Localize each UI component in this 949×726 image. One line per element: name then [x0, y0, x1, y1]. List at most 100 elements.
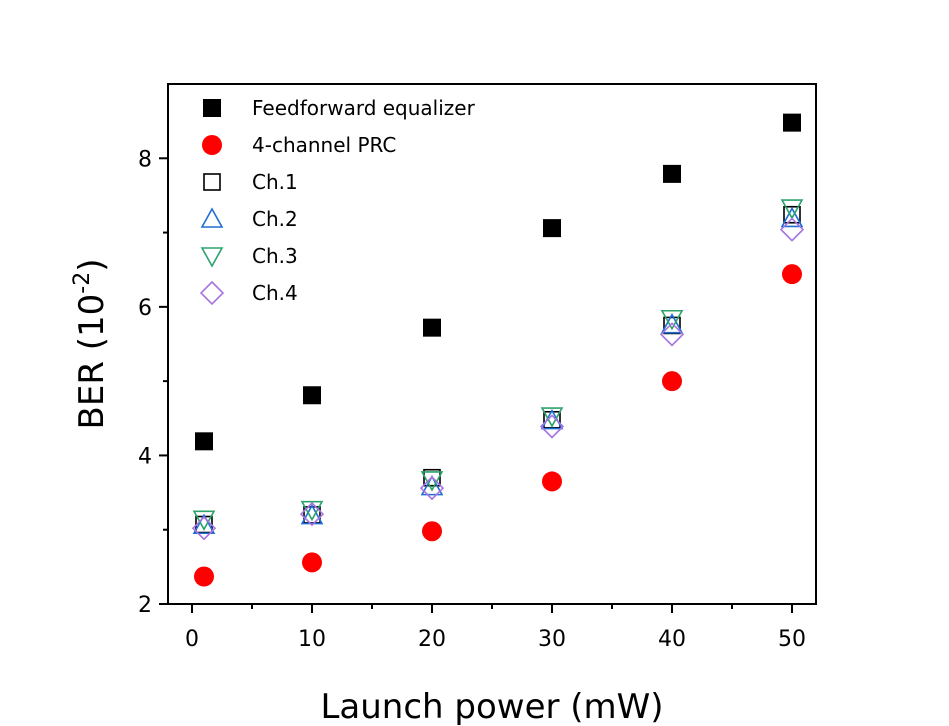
series-2 [194, 264, 802, 587]
point-s4-6 [780, 206, 804, 228]
legend-label-4: Ch.2 [252, 207, 298, 231]
point-s2-5-shape [662, 371, 682, 392]
point-s1-1 [195, 432, 213, 451]
point-s6-4-shape [539, 414, 565, 439]
y-axis-title-base: BER (10 [72, 294, 112, 430]
point-s1-5-shape [663, 164, 681, 183]
point-s2-3-shape [422, 521, 442, 542]
legend-marker-2 [202, 135, 222, 155]
point-s6-1 [191, 516, 217, 541]
point-s5-2 [300, 500, 324, 522]
point-s5-6 [780, 199, 804, 220]
point-s6-5 [659, 322, 685, 347]
point-s4-2-shape [300, 503, 324, 525]
series-6 [191, 217, 805, 541]
point-s2-6-shape [782, 264, 802, 285]
point-s1-5 [663, 164, 681, 183]
y-tick-label-4: 4 [138, 444, 152, 469]
x-tick-label-30: 30 [538, 627, 566, 652]
point-s5-6-shape [780, 199, 804, 220]
point-s4-2 [300, 503, 324, 525]
point-s6-2 [299, 501, 325, 527]
point-s3-6-shape [783, 205, 801, 224]
point-s1-6 [783, 113, 801, 132]
legend-marker-3 [203, 173, 221, 191]
point-s1-6-shape [783, 113, 801, 132]
ticks: 0 10 20 30 40 50 2 4 6 8 [138, 147, 806, 652]
point-s1-3-shape [423, 318, 441, 337]
y-tick-label-6: 6 [138, 296, 152, 321]
point-s6-6-shape [779, 217, 805, 242]
x-axis-title: Launch power (mW) [320, 687, 663, 726]
data-marks [191, 113, 805, 587]
x-tick-label-50: 50 [778, 627, 806, 652]
series-4 [192, 206, 804, 535]
point-s4-1-shape [192, 513, 216, 535]
point-s2-4-shape [542, 471, 562, 492]
point-s5-4 [540, 407, 564, 428]
legend-label-1: Feedforward equalizer [252, 96, 476, 120]
point-s5-1 [192, 510, 216, 531]
point-s5-4-shape [540, 407, 564, 428]
point-s1-2 [303, 386, 321, 405]
point-s5-3-shape [420, 471, 444, 492]
point-s2-1-shape [194, 566, 214, 587]
point-s2-4 [542, 471, 562, 492]
point-s1-1-shape [195, 432, 213, 451]
point-s4-6-shape [780, 206, 804, 228]
point-s1-4-shape [543, 219, 561, 238]
point-s5-2-shape [300, 500, 324, 522]
legend-marker-1 [203, 99, 221, 117]
x-tick-label-40: 40 [658, 627, 686, 652]
point-s3-3-shape [423, 468, 441, 487]
point-s6-2-shape [299, 501, 325, 527]
point-s2-2-shape [302, 552, 322, 573]
axes [167, 83, 817, 605]
legend-marker-2-shape [202, 135, 222, 155]
x-tick-label-0: 0 [185, 627, 199, 652]
y-tick-label-2: 2 [138, 593, 152, 618]
series-5 [192, 199, 804, 531]
point-s6-1-shape [191, 516, 217, 541]
legend-marker-6 [199, 280, 225, 306]
point-s4-1 [192, 513, 216, 535]
point-s3-6 [783, 205, 801, 224]
point-s5-5-shape [660, 309, 684, 331]
legend-marker-1-shape [203, 99, 221, 117]
point-s2-1 [194, 566, 214, 587]
point-s5-3 [420, 471, 444, 492]
point-s5-5 [660, 309, 684, 331]
point-s2-3 [422, 521, 442, 542]
point-s6-3-shape [419, 475, 445, 501]
legend-marker-4 [200, 207, 224, 228]
point-s4-5-shape [660, 313, 684, 334]
plot-frame [167, 83, 817, 605]
x-tick-label-20: 20 [418, 627, 446, 652]
legend-label-3: Ch.1 [252, 170, 298, 194]
legend-marker-5 [200, 247, 224, 268]
x-tick-label-10: 10 [298, 627, 326, 652]
legend: Feedforward equalizer 4-channel PRC Ch.1 Ch… [199, 96, 476, 306]
y-tick-label-8: 8 [138, 147, 152, 172]
legend-marker-6-shape [199, 280, 225, 306]
point-s6-6 [779, 217, 805, 242]
legend-label-2: 4-channel PRC [252, 133, 396, 157]
legend-label-6: Ch.4 [252, 281, 298, 305]
point-s2-5 [662, 371, 682, 392]
point-s4-3-shape [420, 474, 444, 496]
point-s1-2-shape [303, 386, 321, 405]
legend-marker-4-shape [200, 207, 224, 228]
legend-label-5: Ch.3 [252, 244, 298, 268]
point-s2-6 [782, 264, 802, 285]
y-axis-title-close: ) [72, 259, 112, 272]
y-axis-title: BER (10-2) [70, 259, 112, 430]
point-s6-5-shape [659, 322, 685, 347]
point-s1-3 [423, 318, 441, 337]
point-s3-3 [423, 468, 441, 487]
point-s6-3 [419, 475, 445, 501]
point-s5-1-shape [192, 510, 216, 531]
point-s4-3 [420, 474, 444, 496]
point-s4-5 [660, 313, 684, 334]
legend-marker-5-shape [200, 247, 224, 268]
